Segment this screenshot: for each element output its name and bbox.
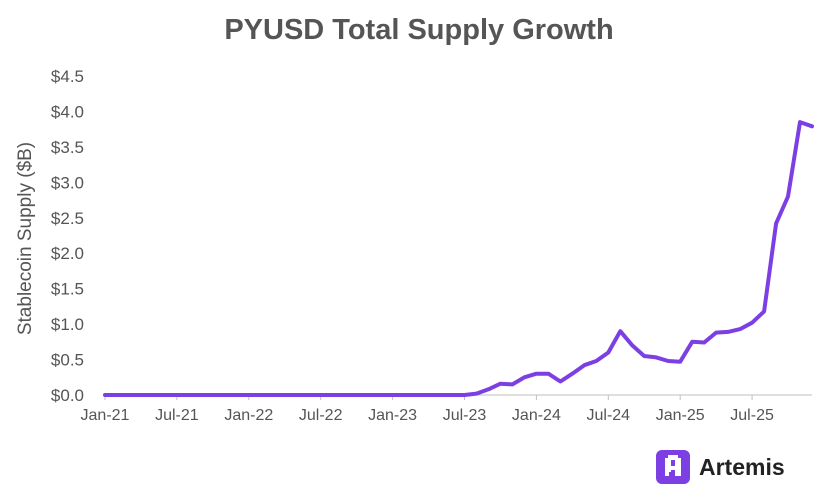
x-axis-ticks: Jan-21 Jul-21 Jan-22 Jul-22 Jan-23 Jul-23 Jan-… xyxy=(81,395,774,424)
y-tick-label: $0.5 xyxy=(51,351,84,370)
y-tick-label: $2.0 xyxy=(51,244,84,263)
chart-title: PYUSD Total Supply Growth xyxy=(224,14,614,46)
x-tick-label: Jul-23 xyxy=(443,407,487,424)
y-tick-label: $4.0 xyxy=(51,102,84,121)
x-tick-label: Jul-25 xyxy=(730,407,774,424)
y-axis-label: Stablecoin Supply ($B) xyxy=(15,142,36,335)
x-tick-label: Jan-21 xyxy=(81,407,130,424)
y-tick-label: $1.0 xyxy=(51,315,84,334)
y-tick-label: $1.5 xyxy=(51,280,84,299)
y-tick-label: $3.0 xyxy=(51,173,84,192)
x-tick-label: Jul-21 xyxy=(155,407,199,424)
brand-name: Artemis xyxy=(699,453,785,480)
y-tick-label: $4.5 xyxy=(51,67,84,86)
y-tick-label: $3.5 xyxy=(51,138,84,157)
x-tick-label: Jan-25 xyxy=(656,407,705,424)
x-tick-label: Jan-23 xyxy=(368,407,417,424)
series-group xyxy=(103,120,814,397)
y-axis-ticks: $0.0 $0.5 $1.0 $1.5 $2.0 $2.5 $3.0 $3.5 $4.0 $4.5 xyxy=(51,67,84,405)
artemis-logo-icon xyxy=(656,450,690,484)
x-tick-label: Jul-22 xyxy=(299,407,343,424)
brand-logo: Artemis xyxy=(656,450,785,484)
x-tick-label: Jan-22 xyxy=(224,407,273,424)
y-tick-label: $0.0 xyxy=(51,386,84,405)
y-tick-label: $2.5 xyxy=(51,209,84,228)
series-line-pyusd-supply xyxy=(103,120,814,397)
x-tick-label: Jul-24 xyxy=(586,407,630,424)
x-tick-label: Jan-24 xyxy=(512,407,561,424)
